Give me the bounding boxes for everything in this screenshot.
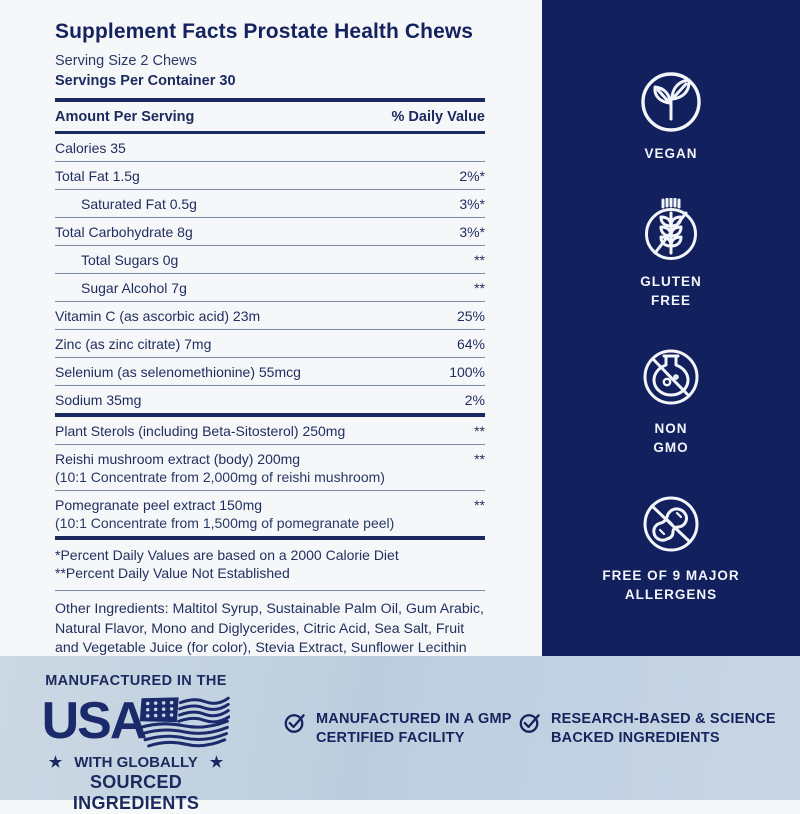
row-value: ** — [474, 497, 485, 513]
manufactured-in-the-text: MANUFACTURED IN THE — [45, 673, 227, 689]
row-value: ** — [474, 280, 485, 296]
facts-row: Sodium 35mg 2% — [55, 386, 485, 417]
badge-label: VEGAN — [644, 146, 698, 161]
made-in-usa-block: MANUFACTURED IN THE USA — [28, 673, 244, 814]
facts-row: Total Fat 1.5g 2%* — [55, 162, 485, 190]
row-value: 100% — [449, 364, 485, 380]
facts-row: Total Carbohydrate 8g 3%* — [55, 218, 485, 246]
facts-row: Reishi mushroom extract (body) 200mg (10… — [55, 445, 485, 491]
row-label: Sugar Alcohol 7g — [81, 280, 187, 296]
facts-row: Saturated Fat 0.5g 3%* — [55, 190, 485, 218]
footer: MANUFACTURED IN THE USA — [0, 656, 800, 813]
row-value: 2% — [464, 392, 485, 408]
facts-row: Zinc (as zinc citrate) 7mg 64% — [55, 330, 485, 358]
badge-allergen-free: FREE OF 9 MAJOR ALLERGENS — [602, 492, 739, 605]
badge-non-gmo: NON GMO — [639, 345, 703, 458]
badge-label: FREE OF 9 MAJOR ALLERGENS — [602, 567, 740, 603]
footnotes: *Percent Daily Values are based on a 200… — [55, 540, 485, 591]
badge-gluten-free: GLUTEN FREE — [639, 197, 703, 311]
row-label: Total Sugars 0g — [81, 252, 179, 268]
badge-label: GLUTEN FREE — [640, 273, 702, 309]
row-label: Plant Sterols (including Beta-Sitosterol… — [55, 423, 346, 439]
daily-value-header: % Daily Value — [391, 109, 486, 125]
star-icon: ★ — [48, 754, 63, 771]
serving-size: Serving Size 2 Chews — [55, 53, 197, 69]
row-value: 64% — [456, 336, 485, 352]
facts-header-row: Amount Per Serving % Daily Value — [55, 102, 485, 134]
us-flag-icon — [139, 696, 231, 748]
non-gmo-flask-icon — [643, 349, 699, 405]
row-label: Selenium (as selenomethionine) 55mcg — [55, 364, 301, 380]
allergen-free-peanut-icon — [643, 496, 699, 552]
claim-text: MANUFACTURED IN A GMP CERTIFIED FACILITY — [316, 711, 512, 746]
row-value: ** — [474, 423, 485, 439]
facts-title: Supplement Facts Prostate Health Chews — [55, 20, 474, 43]
vegan-plant-icon — [641, 72, 701, 132]
sourced-ingredients-text: SOURCED INGREDIENTS — [72, 772, 200, 813]
row-label: Zinc (as zinc citrate) 7mg — [55, 336, 212, 352]
facts-row: Vitamin C (as ascorbic acid) 23m 25% — [55, 302, 485, 330]
facts-row: Selenium (as selenomethionine) 55mcg 100… — [55, 358, 485, 386]
badge-label: NON GMO — [653, 420, 689, 456]
row-label: Saturated Fat 0.5g — [81, 196, 197, 212]
check-circle-icon — [284, 714, 305, 733]
row-sub: (10:1 Concentrate from 1,500mg of pomegr… — [55, 515, 395, 531]
rule-thick — [55, 98, 485, 102]
row-value: ** — [474, 252, 485, 268]
row-label: Calories 35 — [55, 140, 126, 156]
row-value: 3%* — [459, 224, 485, 240]
claim-research: RESEARCH-BASED & SCIENCE BACKED INGREDIE… — [518, 710, 776, 747]
row-label: Vitamin C (as ascorbic acid) 23m — [55, 308, 261, 324]
footnote-line: **Percent Daily Value Not Established — [55, 564, 290, 581]
facts-row: Sugar Alcohol 7g ** — [55, 274, 485, 302]
supplement-facts-table: Supplement Facts Prostate Health Chews S… — [55, 20, 485, 678]
facts-row: Pomegranate peel extract 150mg (10:1 Con… — [55, 491, 485, 540]
claim-gmp: MANUFACTURED IN A GMP CERTIFIED FACILITY — [283, 710, 512, 747]
row-label: Pomegranate peel extract 150mg — [55, 497, 263, 513]
row-value: ** — [474, 451, 485, 467]
servings-per-container: Servings Per Container 30 — [55, 73, 236, 89]
row-label: Total Carbohydrate 8g — [55, 224, 193, 240]
row-value: 2%* — [459, 168, 485, 184]
claim-text: RESEARCH-BASED & SCIENCE BACKED INGREDIE… — [551, 711, 776, 746]
row-label: Reishi mushroom extract (body) 200mg — [55, 451, 301, 467]
check-circle-icon — [519, 714, 540, 733]
row-sub: (10:1 Concentrate from 2,000mg of reishi… — [55, 469, 385, 485]
facts-row: Plant Sterols (including Beta-Sitosterol… — [55, 417, 485, 445]
star-icon: ★ — [209, 754, 224, 771]
facts-rows: Calories 35 Total Fat 1.5g 2%* Saturated… — [55, 134, 485, 540]
row-label: Sodium 35mg — [55, 392, 142, 408]
amount-per-serving-header: Amount Per Serving — [55, 109, 195, 125]
row-value: 25% — [456, 308, 485, 324]
row-value: 3%* — [459, 196, 485, 212]
row-label: Total Fat 1.5g — [55, 168, 140, 184]
usa-text: USA — [41, 692, 148, 750]
facts-panel: Supplement Facts Prostate Health Chews S… — [55, 20, 485, 676]
gluten-free-wheat-icon — [645, 197, 697, 260]
with-globally-text: WITH GLOBALLY — [74, 753, 198, 771]
facts-row: Calories 35 — [55, 134, 485, 162]
badge-vegan: VEGAN — [639, 70, 703, 164]
footnote-line: *Percent Daily Values are based on a 200… — [55, 547, 399, 563]
badges-panel: VEGAN GLUTEN FREE — [542, 0, 800, 656]
facts-row: Total Sugars 0g ** — [55, 246, 485, 274]
